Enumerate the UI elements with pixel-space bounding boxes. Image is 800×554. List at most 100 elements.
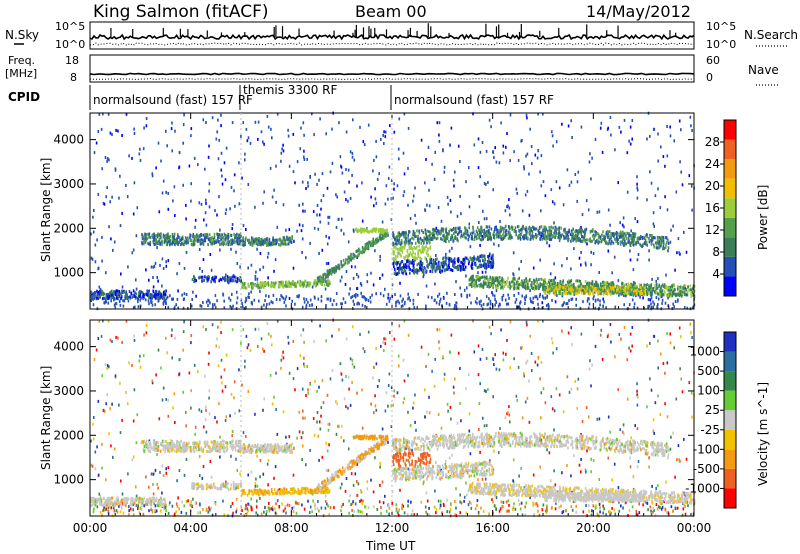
echo-cell — [582, 300, 584, 304]
echo-cell — [607, 126, 609, 130]
echo-cell — [487, 181, 489, 184]
echo-cell — [420, 138, 423, 142]
echo-cell — [655, 290, 658, 294]
echo-cell — [555, 283, 557, 287]
echo-cell — [171, 149, 173, 153]
echo-cell — [669, 285, 672, 289]
echo-cell — [502, 286, 504, 290]
echo-cell — [535, 227, 538, 231]
echo-cell — [518, 305, 521, 309]
echo-cell — [273, 269, 275, 273]
echo-cell — [640, 283, 642, 287]
echo-cell — [227, 233, 230, 236]
echo-cell — [419, 236, 422, 240]
echo-cell — [623, 118, 626, 122]
echo-cell — [155, 234, 158, 237]
echo-cell — [397, 270, 400, 273]
echo-cell — [522, 224, 524, 228]
echo-cell — [659, 290, 662, 294]
echo-cell — [518, 267, 520, 271]
echo-cell — [258, 243, 260, 247]
echo-cell — [231, 223, 234, 226]
echo-cell — [173, 242, 176, 246]
echo-cell — [113, 290, 115, 294]
echo-cell — [591, 156, 593, 160]
echo-cell — [141, 242, 143, 246]
echo-cell — [185, 250, 188, 254]
echo-cell — [145, 237, 148, 241]
echo-cell — [493, 294, 496, 298]
echo-cell — [96, 296, 98, 300]
echo-cell — [557, 227, 559, 231]
echo-cell — [648, 236, 650, 240]
echo-cell — [301, 283, 304, 286]
echo-cell — [587, 292, 590, 296]
echo-cell — [439, 297, 442, 301]
echo-cell — [149, 236, 152, 239]
echo-cell — [419, 266, 422, 270]
echo-cell — [259, 283, 261, 287]
echo-cell — [617, 234, 619, 238]
echo-cell — [377, 239, 380, 242]
echo-cell — [177, 289, 179, 293]
echo-cell — [182, 306, 185, 310]
echo-cell — [497, 228, 499, 232]
echo-cell — [118, 295, 121, 298]
echo-cell — [626, 151, 629, 155]
echo-cell — [366, 280, 369, 284]
echo-cell — [406, 249, 409, 252]
echo-cell — [474, 235, 476, 239]
echo-cell — [596, 282, 598, 286]
echo-cell — [597, 289, 600, 293]
echo-cell — [155, 239, 157, 243]
echo-cell — [362, 228, 364, 231]
echo-cell — [152, 285, 155, 289]
echo-cell — [233, 275, 236, 279]
echo-cell — [449, 259, 452, 263]
echo-cell — [234, 204, 236, 208]
echo-cell — [280, 280, 282, 284]
echo-cell — [452, 264, 455, 268]
echo-cell — [393, 272, 396, 276]
echo-cell — [214, 275, 216, 279]
echo-cell — [111, 296, 114, 300]
echo-cell — [521, 282, 524, 285]
echo-cell — [198, 276, 200, 280]
echo-cell — [404, 265, 406, 269]
echo-cell — [111, 133, 113, 136]
echo-cell — [621, 282, 623, 286]
echo-cell — [265, 281, 267, 285]
echo-cell — [574, 173, 577, 176]
echo-cell — [311, 112, 313, 116]
echo-cell — [550, 284, 553, 288]
echo-cell — [644, 241, 646, 245]
echo-cell — [132, 306, 135, 310]
echo-cell — [392, 243, 394, 247]
echo-cell — [406, 260, 408, 264]
echo-cell — [147, 232, 150, 236]
echo-cell — [497, 281, 499, 285]
echo-cell — [285, 228, 287, 232]
echo-cell — [636, 306, 639, 310]
echo-cell — [341, 265, 343, 269]
echo-cell — [91, 292, 94, 296]
echo-cell — [304, 279, 306, 283]
echo-cell — [435, 230, 438, 234]
echo-cell — [381, 236, 384, 240]
echo-cell — [398, 238, 401, 242]
echo-cell — [687, 285, 689, 289]
echo-cell — [410, 244, 412, 248]
echo-cell — [259, 268, 261, 272]
echo-cell — [489, 252, 491, 256]
echo-cell — [359, 282, 362, 285]
echo-cell — [486, 259, 489, 263]
echo-cell — [360, 229, 363, 233]
echo-cell — [330, 271, 332, 275]
echo-cell — [407, 255, 409, 259]
echo-cell — [539, 282, 541, 286]
echo-cell — [162, 301, 165, 305]
echo-cell — [135, 234, 138, 238]
echo-cell — [225, 273, 227, 277]
echo-cell — [176, 272, 178, 276]
echo-cell — [99, 295, 101, 299]
